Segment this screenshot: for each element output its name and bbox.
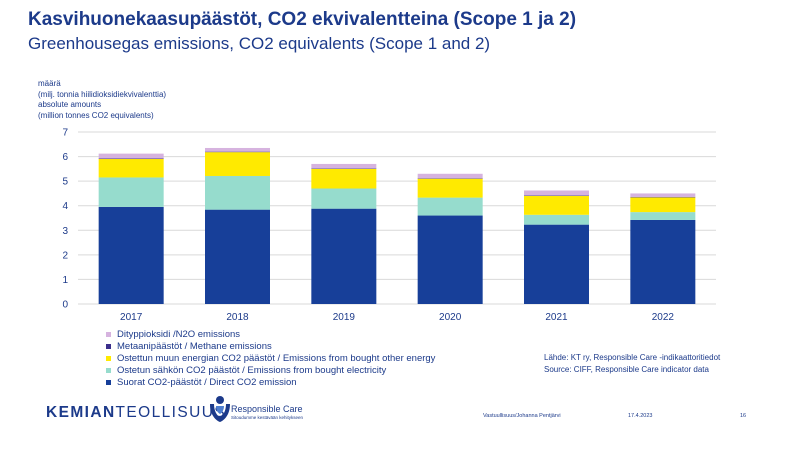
- bar-segment: [524, 224, 589, 304]
- responsible-care-slogan: Sitoudumme kestävään kehitykseen: [231, 415, 304, 420]
- legend-label: Metaanipäästöt / Methane emissions: [117, 340, 272, 352]
- x-tick-label: 2017: [120, 312, 143, 323]
- footer-date: 17.4.2023: [628, 413, 653, 419]
- y-tick-label: 3: [62, 226, 68, 237]
- page-title: Kasvihuonekaasupäästöt, CO2 ekvivalentte…: [28, 9, 577, 30]
- legend-label: Ostettun muun energian CO2 päästöt / Emi…: [117, 352, 436, 364]
- legend-label: Ostetun sähkön CO2 päästöt / Emissions f…: [117, 365, 387, 377]
- legend-swatch: [106, 331, 111, 337]
- y-axis-title: määrä (milj. tonnia hiilidioksidiekvival…: [38, 79, 166, 121]
- legend-item: Ostetun sähkön CO2 päästöt / Emissions f…: [106, 365, 435, 377]
- y-tick-label: 0: [62, 300, 68, 311]
- bar-segment: [98, 206, 164, 304]
- y-tick-label: 7: [62, 128, 68, 139]
- page-subtitle: Greenhousegas emissions, CO2 equivalents…: [28, 34, 491, 53]
- logo-regular-part: TEOLLISUUS: [115, 404, 227, 421]
- source-line-fi: Lähde: KT ry, Responsible Care -indikaat…: [544, 353, 721, 362]
- x-tick-label: 2021: [545, 312, 568, 323]
- x-tick-label: 2019: [333, 312, 356, 323]
- y-axis-title-line: (million tonnes CO2 equivalents): [38, 110, 154, 120]
- page-number: 16: [740, 413, 747, 419]
- responsible-care-name: Responsible Care: [231, 404, 303, 414]
- kemianteollisuus-logo: KEMIANTEOLLISUUS: [46, 404, 226, 422]
- y-tick-label: 4: [62, 201, 68, 212]
- source-note: Lähde: KT ry, Responsible Care -indikaat…: [544, 352, 720, 376]
- legend-item: Ostettun muun energian CO2 päästöt / Emi…: [106, 352, 435, 364]
- responsible-care-hands-icon: [210, 396, 230, 422]
- bar-segment: [524, 190, 589, 196]
- y-tick-label: 2: [62, 250, 68, 261]
- bar-segment: [630, 197, 696, 213]
- bar-segment: [311, 188, 377, 209]
- legend-item: Suorat CO2-päästöt / Direct CO2 emission: [106, 377, 435, 389]
- logo-bold-part: KEMIAN: [46, 404, 116, 421]
- bar-segment: [205, 147, 270, 152]
- bar-segment: [630, 193, 696, 197]
- legend-swatch: [106, 380, 111, 386]
- bar-segment: [417, 178, 483, 198]
- bar-segment: [630, 212, 696, 220]
- legend-label: Dityppioksidi /N2O emissions: [117, 328, 241, 340]
- y-axis-title-line: määrä: [38, 79, 61, 88]
- y-axis-title-line: (milj. tonnia hiilidioksidiekvivalenttia…: [38, 89, 167, 99]
- y-tick-label: 6: [62, 152, 68, 163]
- chart-legend: Dityppioksidi /N2O emissions Metaanipääs…: [106, 328, 435, 389]
- y-tick-label: 1: [62, 275, 68, 286]
- bar-segment: [311, 208, 377, 304]
- stacked-bar-chart: 0 1 2 3 4 5 6 7 2017 2018 2019 2020 2021 2022: [62, 128, 716, 323]
- x-tick-label: 2022: [652, 312, 675, 323]
- source-line-en: Source: CIFF, Responsible Care indicator…: [544, 365, 709, 374]
- legend-item: Dityppioksidi /N2O emissions: [106, 328, 435, 340]
- bar-segment: [98, 177, 164, 207]
- bar-segment: [205, 209, 270, 304]
- legend-label: Suorat CO2-päästöt / Direct CO2 emission: [117, 377, 297, 389]
- x-tick-label: 2020: [439, 312, 462, 323]
- footer-author: Vastuullisuus/Johanna Pentjärvi: [483, 413, 561, 419]
- bar-segment: [311, 168, 377, 189]
- bar-segment: [205, 175, 270, 210]
- legend-swatch: [106, 355, 111, 361]
- bar-segment: [417, 197, 483, 216]
- y-tick-label: 5: [62, 177, 68, 188]
- bar-segment: [630, 219, 696, 304]
- legend-item: Metaanipäästöt / Methane emissions: [106, 340, 435, 352]
- legend-swatch: [106, 368, 111, 374]
- bar-segment: [311, 163, 377, 169]
- bar-segment: [205, 152, 270, 176]
- x-tick-label: 2018: [226, 312, 249, 323]
- y-axis-title-line: absolute amounts: [38, 100, 102, 109]
- bar-segment: [98, 153, 164, 159]
- bar-segment: [524, 214, 589, 225]
- bar-segment: [417, 215, 483, 304]
- legend-swatch: [106, 343, 111, 349]
- bar-segment: [524, 195, 589, 215]
- bar-segment: [417, 173, 483, 179]
- bar-segment: [98, 159, 164, 178]
